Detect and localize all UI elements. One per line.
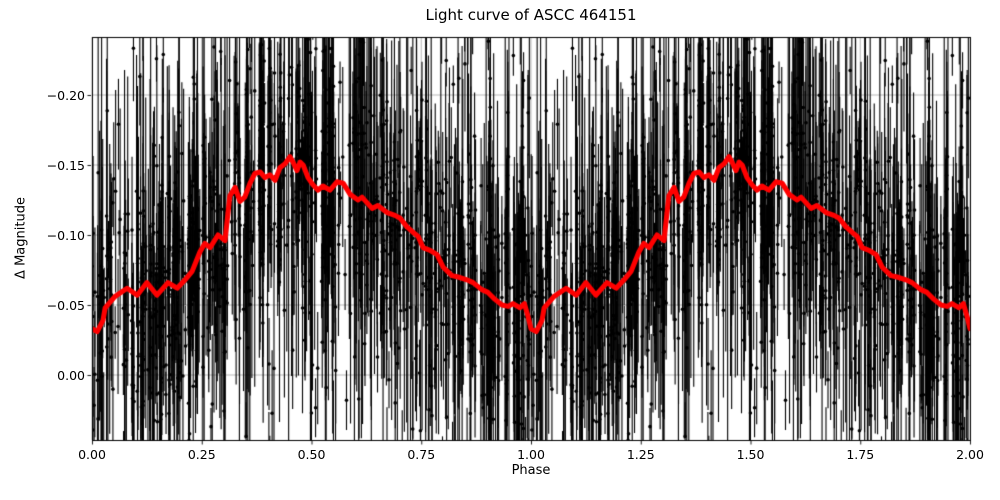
x-tick-label: 1.75 [846, 447, 875, 462]
x-tick-label: 1.50 [736, 447, 765, 462]
x-tick-label: 0.00 [78, 447, 106, 462]
y-tick-label: −0.20 [46, 87, 85, 103]
y-tick-label: 0.00 [57, 367, 85, 383]
chart-title: Light curve of ASCC 464151 [425, 6, 637, 24]
x-tick-label: 2.00 [956, 447, 984, 462]
y-tick-label: −0.15 [46, 157, 85, 173]
x-tick-label: 0.50 [297, 447, 326, 462]
x-axis-label: Phase [511, 463, 551, 478]
x-tick-label: 1.00 [517, 447, 545, 462]
x-tick-label: 0.25 [187, 447, 216, 462]
y-tick-label: −0.10 [46, 227, 85, 243]
x-tick-label: 0.75 [407, 447, 436, 462]
x-tick-label: 1.25 [626, 447, 655, 462]
y-tick-label: −0.05 [46, 297, 85, 313]
